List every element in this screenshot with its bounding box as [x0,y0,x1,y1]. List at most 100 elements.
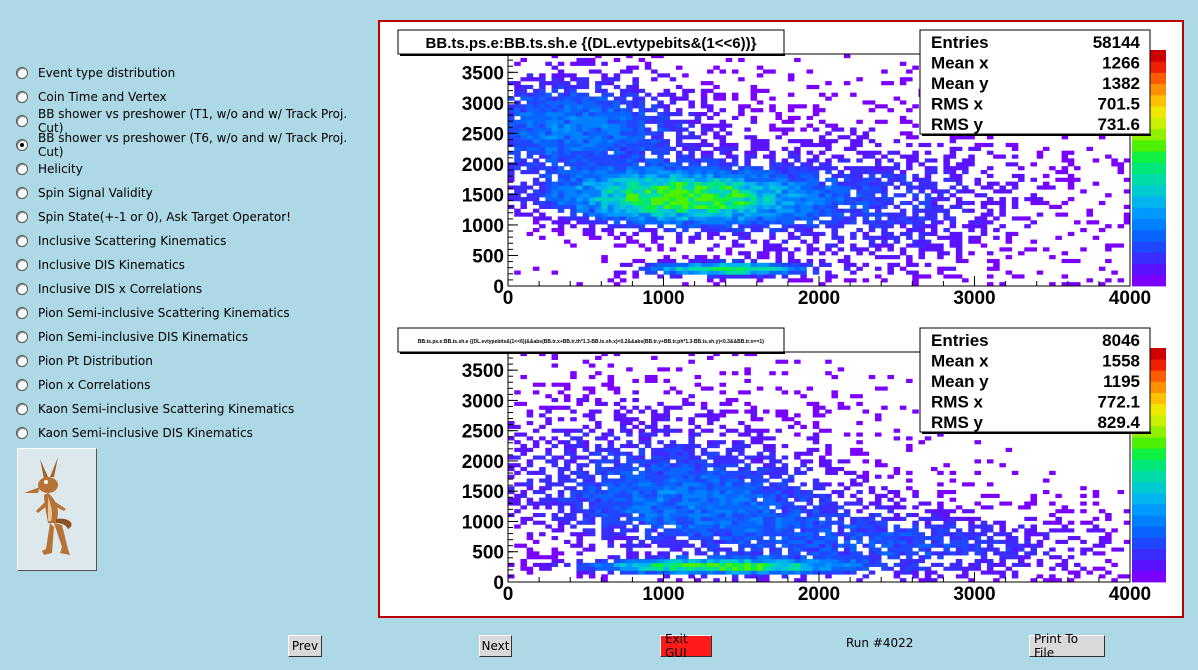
histogram-bin [937,543,944,548]
radio-button-icon[interactable] [16,139,28,151]
logo-button[interactable] [17,448,97,571]
histogram-bin [707,208,714,213]
histogram-bin [1080,493,1087,498]
histogram-bin [563,112,571,117]
plot-option-15[interactable]: Kaon Semi-inclusive DIS Kinematics [16,421,376,445]
plot-option-8[interactable]: Inclusive DIS Kinematics [16,253,376,277]
histogram-bin [613,77,621,82]
histogram-bin [570,170,577,175]
histogram-bin [949,470,957,475]
plot-option-11[interactable]: Pion Semi-inclusive DIS Kinematics [16,325,376,349]
histogram-bin [787,478,795,483]
histogram-bin [912,204,919,209]
histogram-bin [707,170,714,175]
histogram-bin [750,497,758,502]
plot-option-7[interactable]: Inclusive Scattering Kinematics [16,229,376,253]
plot-option-4[interactable]: Helicity [16,157,376,181]
histogram-bin [545,158,552,163]
histogram-bin [868,127,876,132]
histogram-bin [750,197,758,202]
histogram-bin [601,212,608,217]
histogram-bin [713,444,720,449]
histogram-bin [563,150,571,155]
histogram-bin [707,204,714,209]
histogram-bin [825,447,832,452]
histogram-bin [713,524,720,529]
histogram-bin [669,539,677,544]
histogram-bin [881,386,888,391]
radio-button-icon[interactable] [16,283,28,295]
histogram-bin [912,536,919,541]
histogram-bin [738,451,745,456]
radio-button-icon[interactable] [16,427,28,439]
histogram-bin [831,204,838,209]
histogram-bin [576,574,583,579]
histogram-bin [856,490,863,495]
histogram-bin [713,459,720,464]
radio-button-icon[interactable] [16,115,28,127]
radio-button-icon[interactable] [16,187,28,199]
histogram-bin [924,501,932,506]
histogram-bin [688,566,695,571]
histogram-bin [1055,516,1062,521]
plot-option-10[interactable]: Pion Semi-inclusive Scattering Kinematic… [16,301,376,325]
histogram-bin [532,197,540,202]
histogram-bin [887,200,894,206]
histogram-bin [619,417,627,422]
histogram-bin [557,551,565,556]
histogram-bin [663,574,671,579]
radio-button-icon[interactable] [16,163,28,175]
histogram-bin [881,243,888,248]
histogram-bin [1049,555,1056,560]
radio-button-icon[interactable] [16,331,28,343]
histogram-bin [663,566,671,571]
histogram-bin [713,478,720,483]
histogram-bin [520,131,527,136]
plot-option-12[interactable]: Pion Pt Distribution [16,349,376,373]
radio-button-icon[interactable] [16,211,28,223]
plot-option-6[interactable]: Spin State(+-1 or 0), Ask Target Operato… [16,205,376,229]
histogram-bin [725,555,733,560]
histogram-bin [744,551,751,556]
histogram-bin [657,127,664,132]
histogram-bin [682,459,689,464]
histogram-bin [775,570,782,575]
plot-option-9[interactable]: Inclusive DIS x Correlations [16,277,376,301]
plot-option-5[interactable]: Spin Signal Validity [16,181,376,205]
histogram-bin [738,486,745,491]
radio-button-icon[interactable] [16,91,28,103]
radio-button-icon[interactable] [16,67,28,79]
plot-option-3[interactable]: BB shower vs preshower (T6, w/o and w/ T… [16,131,376,159]
plot-option-1[interactable]: Coin Time and Vertex [16,85,376,109]
histogram-bin [607,224,615,229]
histogram-bin [663,112,671,117]
plot-option-13[interactable]: Pion x Correlations [16,373,376,397]
plot-option-0[interactable]: Event type distribution [16,61,376,85]
radio-button-icon[interactable] [16,307,28,319]
histogram-bin [1061,258,1069,264]
histogram-bin [675,493,683,498]
histogram-bin [731,162,739,167]
histogram-bin [700,112,708,117]
plot-option-label: Inclusive DIS Kinematics [38,258,185,272]
histogram-bin [669,536,677,541]
radio-button-icon[interactable] [16,379,28,391]
radio-button-icon[interactable] [16,403,28,415]
histogram-bin [570,123,577,128]
radio-button-icon[interactable] [16,355,28,367]
histogram-bin [694,551,702,556]
histogram-bin [1067,173,1075,179]
radio-button-icon[interactable] [16,259,28,271]
plot-option-2[interactable]: BB shower vs preshower (T1, w/o and w/ T… [16,107,376,135]
histogram-bin [750,513,758,518]
histogram-bin [819,189,826,194]
histogram-bin [769,127,776,132]
radio-button-icon[interactable] [16,235,28,247]
histogram-bin [738,108,745,113]
histogram-bin [899,497,907,502]
histogram-bin [570,224,577,229]
histogram-bin [1098,536,1106,541]
histogram-bin [1098,266,1106,271]
plot-option-14[interactable]: Kaon Semi-inclusive Scattering Kinematic… [16,397,376,421]
histogram-bin [756,270,764,275]
